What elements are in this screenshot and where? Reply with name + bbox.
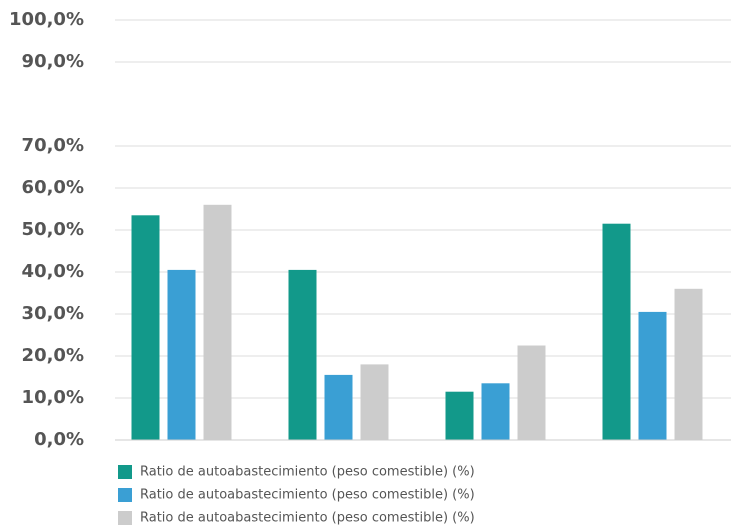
legend-label: Ratio de autoabastecimiento (peso comest… — [140, 465, 475, 480]
y-tick-label: 30,0% — [22, 303, 84, 324]
y-tick-label: 40,0% — [22, 261, 84, 282]
bar — [481, 383, 510, 440]
y-tick-label: 0,0% — [34, 429, 84, 450]
legend-swatch — [118, 511, 132, 525]
y-tick-label: 50,0% — [22, 219, 84, 240]
y-tick-label: 20,0% — [22, 345, 84, 366]
legend-swatch — [118, 488, 132, 502]
bar — [674, 288, 703, 440]
bar — [638, 311, 667, 440]
bar — [324, 374, 353, 440]
bar — [288, 269, 317, 440]
bar — [167, 269, 196, 440]
y-tick-label: 10,0% — [22, 387, 84, 408]
y-tick-label: 70,0% — [22, 135, 84, 156]
legend-label: Ratio de autoabastecimiento (peso comest… — [140, 488, 475, 503]
bar — [360, 364, 389, 440]
y-tick-label: 90,0% — [22, 51, 84, 72]
bar — [602, 223, 631, 440]
y-tick-label: 100,0% — [9, 9, 84, 30]
bar — [131, 215, 160, 440]
legend-label: Ratio de autoabastecimiento (peso comest… — [140, 511, 475, 526]
bar — [517, 345, 546, 440]
bar — [445, 391, 474, 440]
legend-swatch — [118, 465, 132, 479]
y-tick-label: 60,0% — [22, 177, 84, 198]
bar — [203, 204, 232, 440]
